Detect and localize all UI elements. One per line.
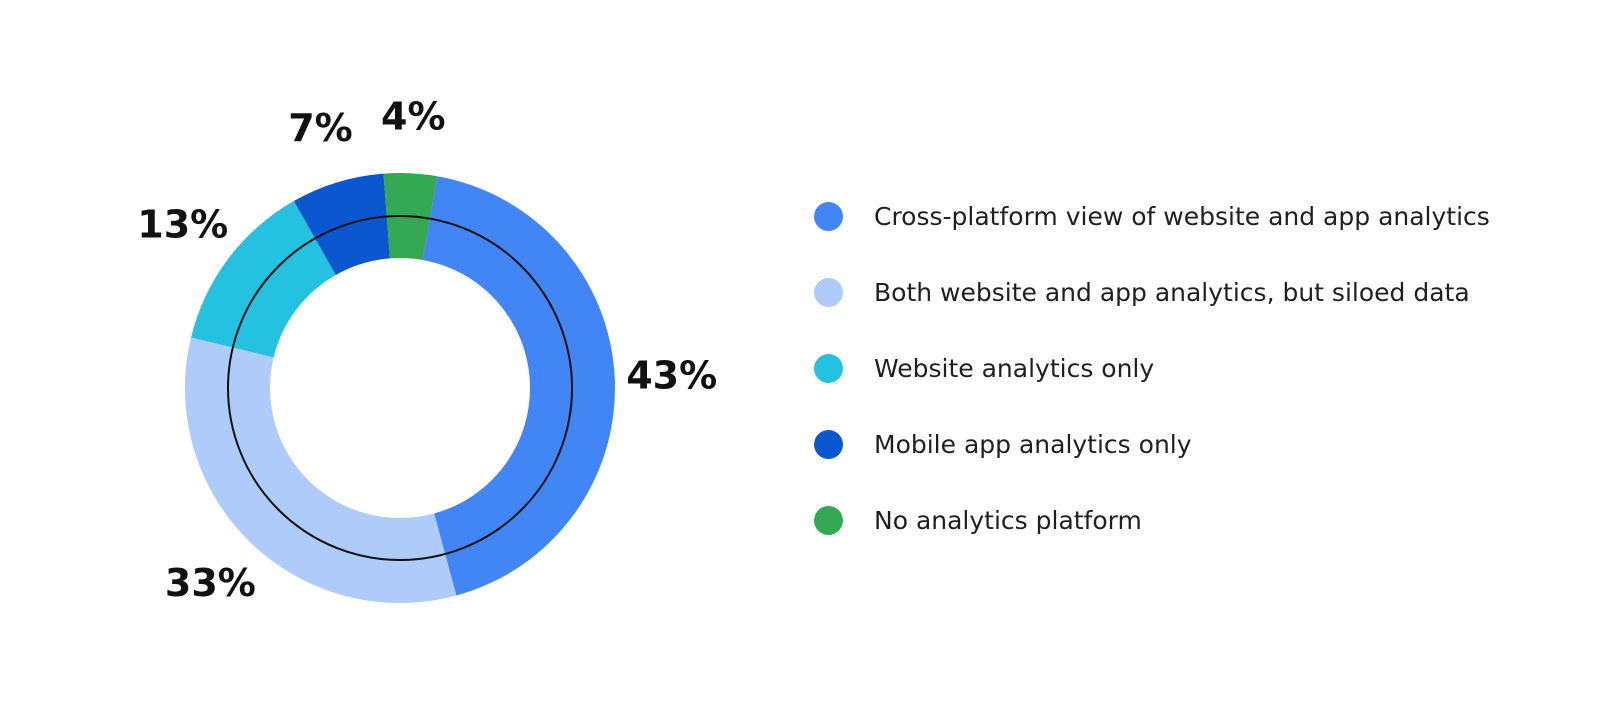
donut-slice-4 [293, 173, 391, 275]
legend-item: Mobile app analytics only [814, 406, 1490, 482]
legend-swatch-icon [814, 429, 843, 459]
legend-label: No analytics platform [874, 505, 1142, 535]
legend-swatch-icon [814, 505, 843, 535]
slice-label-5: 4% [381, 94, 446, 138]
legend-label: Both website and app analytics, but silo… [874, 277, 1470, 307]
legend-label: Mobile app analytics only [874, 429, 1192, 459]
slice-label-3: 13% [137, 202, 228, 246]
donut-slice-2 [184, 337, 457, 604]
legend-item: No analytics platform [814, 482, 1490, 558]
donut-slice-3 [191, 201, 336, 358]
legend-label: Website analytics only [874, 353, 1155, 383]
legend-item: Website analytics only [814, 330, 1490, 406]
legend-swatch-icon [814, 353, 843, 383]
legend-item: Cross-platform view of website and app a… [814, 178, 1490, 254]
legend-item: Both website and app analytics, but silo… [814, 254, 1490, 330]
donut-slice-1 [422, 176, 616, 596]
donut-slices [184, 172, 616, 604]
legend-label: Cross-platform view of website and app a… [874, 201, 1490, 231]
legend-swatch-icon [814, 277, 843, 307]
slice-label-2: 33% [165, 561, 256, 605]
legend-swatch-icon [814, 201, 843, 231]
inner-ring-outline [227, 215, 573, 561]
slice-label-4: 7% [288, 106, 353, 150]
chart-legend: Cross-platform view of website and app a… [814, 178, 1490, 558]
slice-label-1: 43% [626, 354, 717, 398]
percent-labels: 43% 33% 13% 7% 4% [137, 94, 717, 605]
